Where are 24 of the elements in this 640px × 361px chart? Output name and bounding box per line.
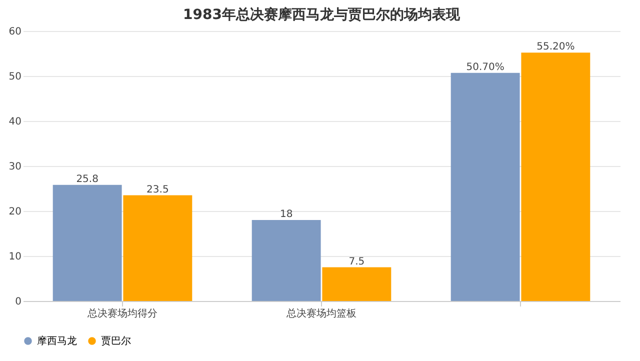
y-tick-label: 10 — [8, 252, 22, 262]
y-tick-label: 30 — [8, 162, 22, 172]
bar — [123, 195, 192, 301]
y-tick-label: 20 — [8, 206, 22, 218]
y-tick-label: 40 — [8, 116, 22, 128]
y-tick-label: 50 — [8, 72, 22, 82]
bar — [252, 220, 321, 301]
bar — [450, 72, 520, 301]
bar — [521, 52, 590, 301]
legend-label: 摩西马龙 — [37, 335, 77, 347]
data-label: 25.8 — [76, 174, 98, 185]
legend-label: 贾巴尔 — [101, 335, 131, 347]
chart-title: 1983年总决赛摩西马龙与贾巴尔的场均表现 — [183, 6, 461, 23]
bar — [52, 184, 122, 301]
x-tick-label: 总决赛场均篮板 — [286, 308, 356, 320]
x-tick-label: 总决赛场均得分 — [86, 308, 158, 320]
data-label: 7.5 — [348, 256, 365, 268]
data-label: 55.20% — [536, 42, 575, 53]
data-label: 18 — [280, 209, 293, 220]
y-tick-label: 0 — [15, 296, 22, 308]
bar — [322, 267, 392, 301]
data-label: 23.5 — [146, 184, 169, 196]
data-label: 50.70% — [466, 62, 504, 73]
y-tick-label: 60 — [8, 26, 22, 38]
